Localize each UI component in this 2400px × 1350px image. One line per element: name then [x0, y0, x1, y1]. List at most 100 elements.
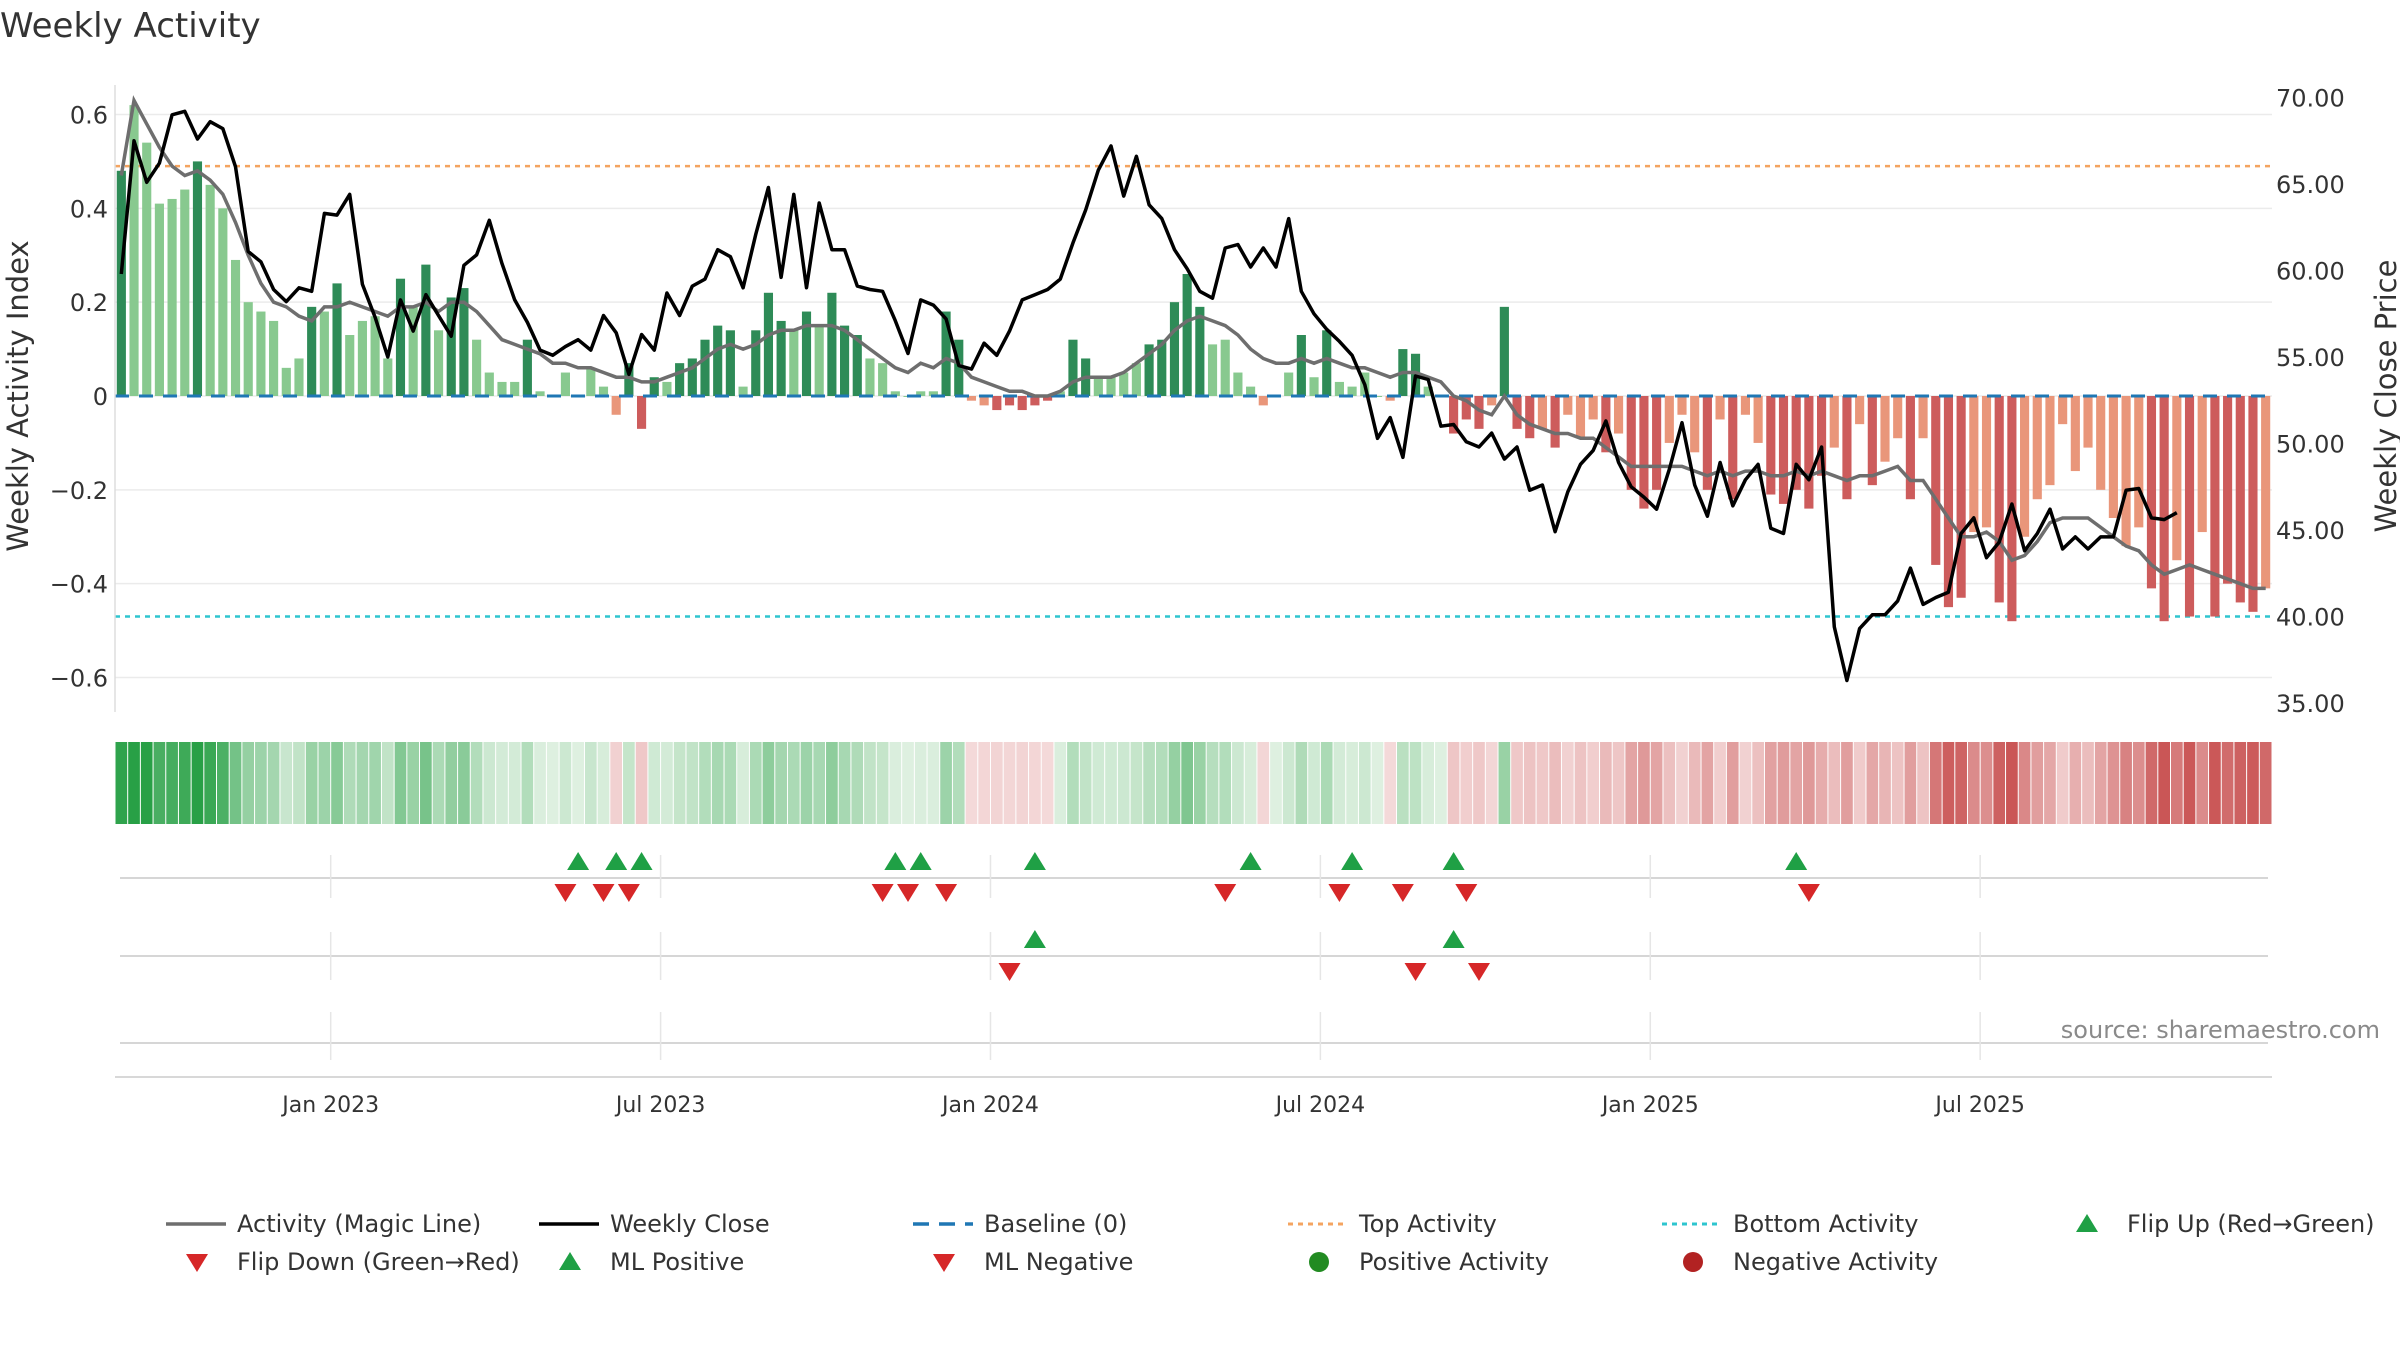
strip-cell	[1371, 742, 1384, 824]
x-tick-label: Jan 2025	[1600, 1093, 1699, 1118]
strip-cell	[204, 742, 217, 824]
strip-cell	[1676, 742, 1688, 824]
strip-cell	[711, 742, 724, 824]
activity-bar	[776, 320, 786, 396]
flip-down-marker	[935, 884, 958, 902]
activity-bar	[446, 297, 456, 396]
activity-bar	[1842, 396, 1852, 500]
strip-cell	[242, 742, 255, 824]
strip-cell	[2031, 742, 2044, 824]
activity-bar	[1423, 386, 1433, 396]
activity-bar	[1385, 396, 1395, 401]
activity-bar	[1195, 306, 1205, 396]
strip-cell	[166, 742, 178, 824]
strip-cell	[1168, 742, 1181, 824]
activity-bar	[992, 396, 1002, 411]
strip-cell	[1485, 742, 1498, 824]
strip-cell	[2069, 742, 2082, 824]
activity-bar	[2210, 396, 2220, 617]
strip-cell	[1853, 742, 1866, 824]
flip-up-marker	[909, 852, 932, 870]
strip-cell	[623, 742, 635, 824]
y-right-tick-label: 35.00	[2276, 690, 2345, 718]
activity-bar	[142, 142, 152, 396]
activity-bar	[878, 363, 888, 396]
activity-bar	[1284, 372, 1294, 396]
activity-bar	[243, 302, 253, 396]
activity-bar	[1372, 396, 1383, 397]
strip-cell	[1879, 742, 1891, 824]
strip-cell	[1523, 742, 1536, 824]
axes-layer: 0.6 0.4 0.2 0 −0.2 −0.4 −0.6 70.00 65.00 60.00 55.…	[1, 85, 2400, 719]
activity-bar	[1956, 396, 1966, 598]
activity-bar	[2172, 396, 2182, 561]
activity-bar	[154, 203, 164, 396]
activity-bar	[2184, 396, 2195, 617]
activity-bar	[294, 358, 304, 396]
activity-bar	[1943, 396, 1954, 608]
strip-cell	[2094, 742, 2107, 824]
activity-bar	[433, 330, 444, 396]
strip-cell	[1942, 742, 1955, 824]
strip-cell	[800, 742, 813, 824]
activity-bar	[256, 311, 266, 396]
y-right-axis-title: Weekly Close Price	[2369, 260, 2400, 533]
flip-up-marker	[1023, 852, 1046, 870]
activity-bar	[472, 339, 482, 396]
activity-bar	[357, 320, 367, 396]
strip-cell	[305, 742, 318, 824]
strip-cell	[2247, 742, 2259, 824]
strip-cell	[914, 742, 927, 824]
flip-up-marker	[1442, 852, 1465, 870]
magic-line	[119, 95, 2266, 591]
activity-bar	[1740, 396, 1751, 415]
strip-cell	[661, 742, 673, 824]
activity-bar	[1322, 330, 1332, 396]
strip-cell	[1612, 742, 1625, 824]
activity-bar	[2070, 396, 2080, 472]
activity-bar	[1246, 386, 1256, 396]
activity-bar	[2146, 396, 2157, 589]
activity-bar	[319, 311, 329, 396]
activity-bar	[1715, 396, 1725, 420]
y-right-tick-label: 45.00	[2276, 517, 2345, 545]
activity-color-strip	[115, 742, 2272, 824]
y-left-tick-label: −0.6	[50, 665, 108, 693]
ml-negative-marker	[998, 963, 1021, 981]
strip-cell	[775, 742, 787, 824]
strip-cell	[178, 742, 191, 824]
y-left-tick-label: 0.6	[70, 101, 108, 129]
activity-bar	[370, 316, 380, 396]
strip-cell	[1777, 742, 1790, 824]
activity-bar	[1106, 377, 1116, 396]
strip-cell	[990, 742, 1003, 824]
strip-cell	[787, 742, 800, 824]
strip-cell	[1866, 742, 1879, 824]
ml-positive-marker	[1442, 930, 1465, 948]
strip-cell	[1498, 742, 1511, 824]
activity-bar	[1537, 396, 1547, 429]
strip-cell	[1917, 742, 1929, 824]
flip-down-marker	[871, 884, 894, 902]
strip-cell	[356, 742, 369, 824]
activity-bar	[1296, 335, 1306, 396]
activity-bar	[941, 311, 951, 396]
activity-bar	[700, 339, 710, 396]
strip-cell	[1295, 742, 1308, 824]
strip-cell	[2056, 742, 2069, 824]
activity-bar	[1575, 396, 1586, 439]
strip-cell	[1726, 742, 1739, 824]
activity-bar	[865, 358, 875, 396]
activity-bar	[459, 288, 469, 396]
strip-cell	[673, 742, 686, 824]
activity-bar	[966, 396, 977, 401]
activity-bar	[1969, 396, 1979, 533]
activity-bar	[1334, 381, 1344, 396]
strip-cell	[267, 742, 280, 824]
legend-label: Activity (Magic Line)	[237, 1210, 481, 1238]
strip-cell	[343, 742, 356, 824]
activity-bar	[636, 396, 647, 429]
flip-down-marker	[1391, 884, 1414, 902]
strip-cell	[889, 742, 902, 824]
activity-bar	[1563, 396, 1573, 415]
